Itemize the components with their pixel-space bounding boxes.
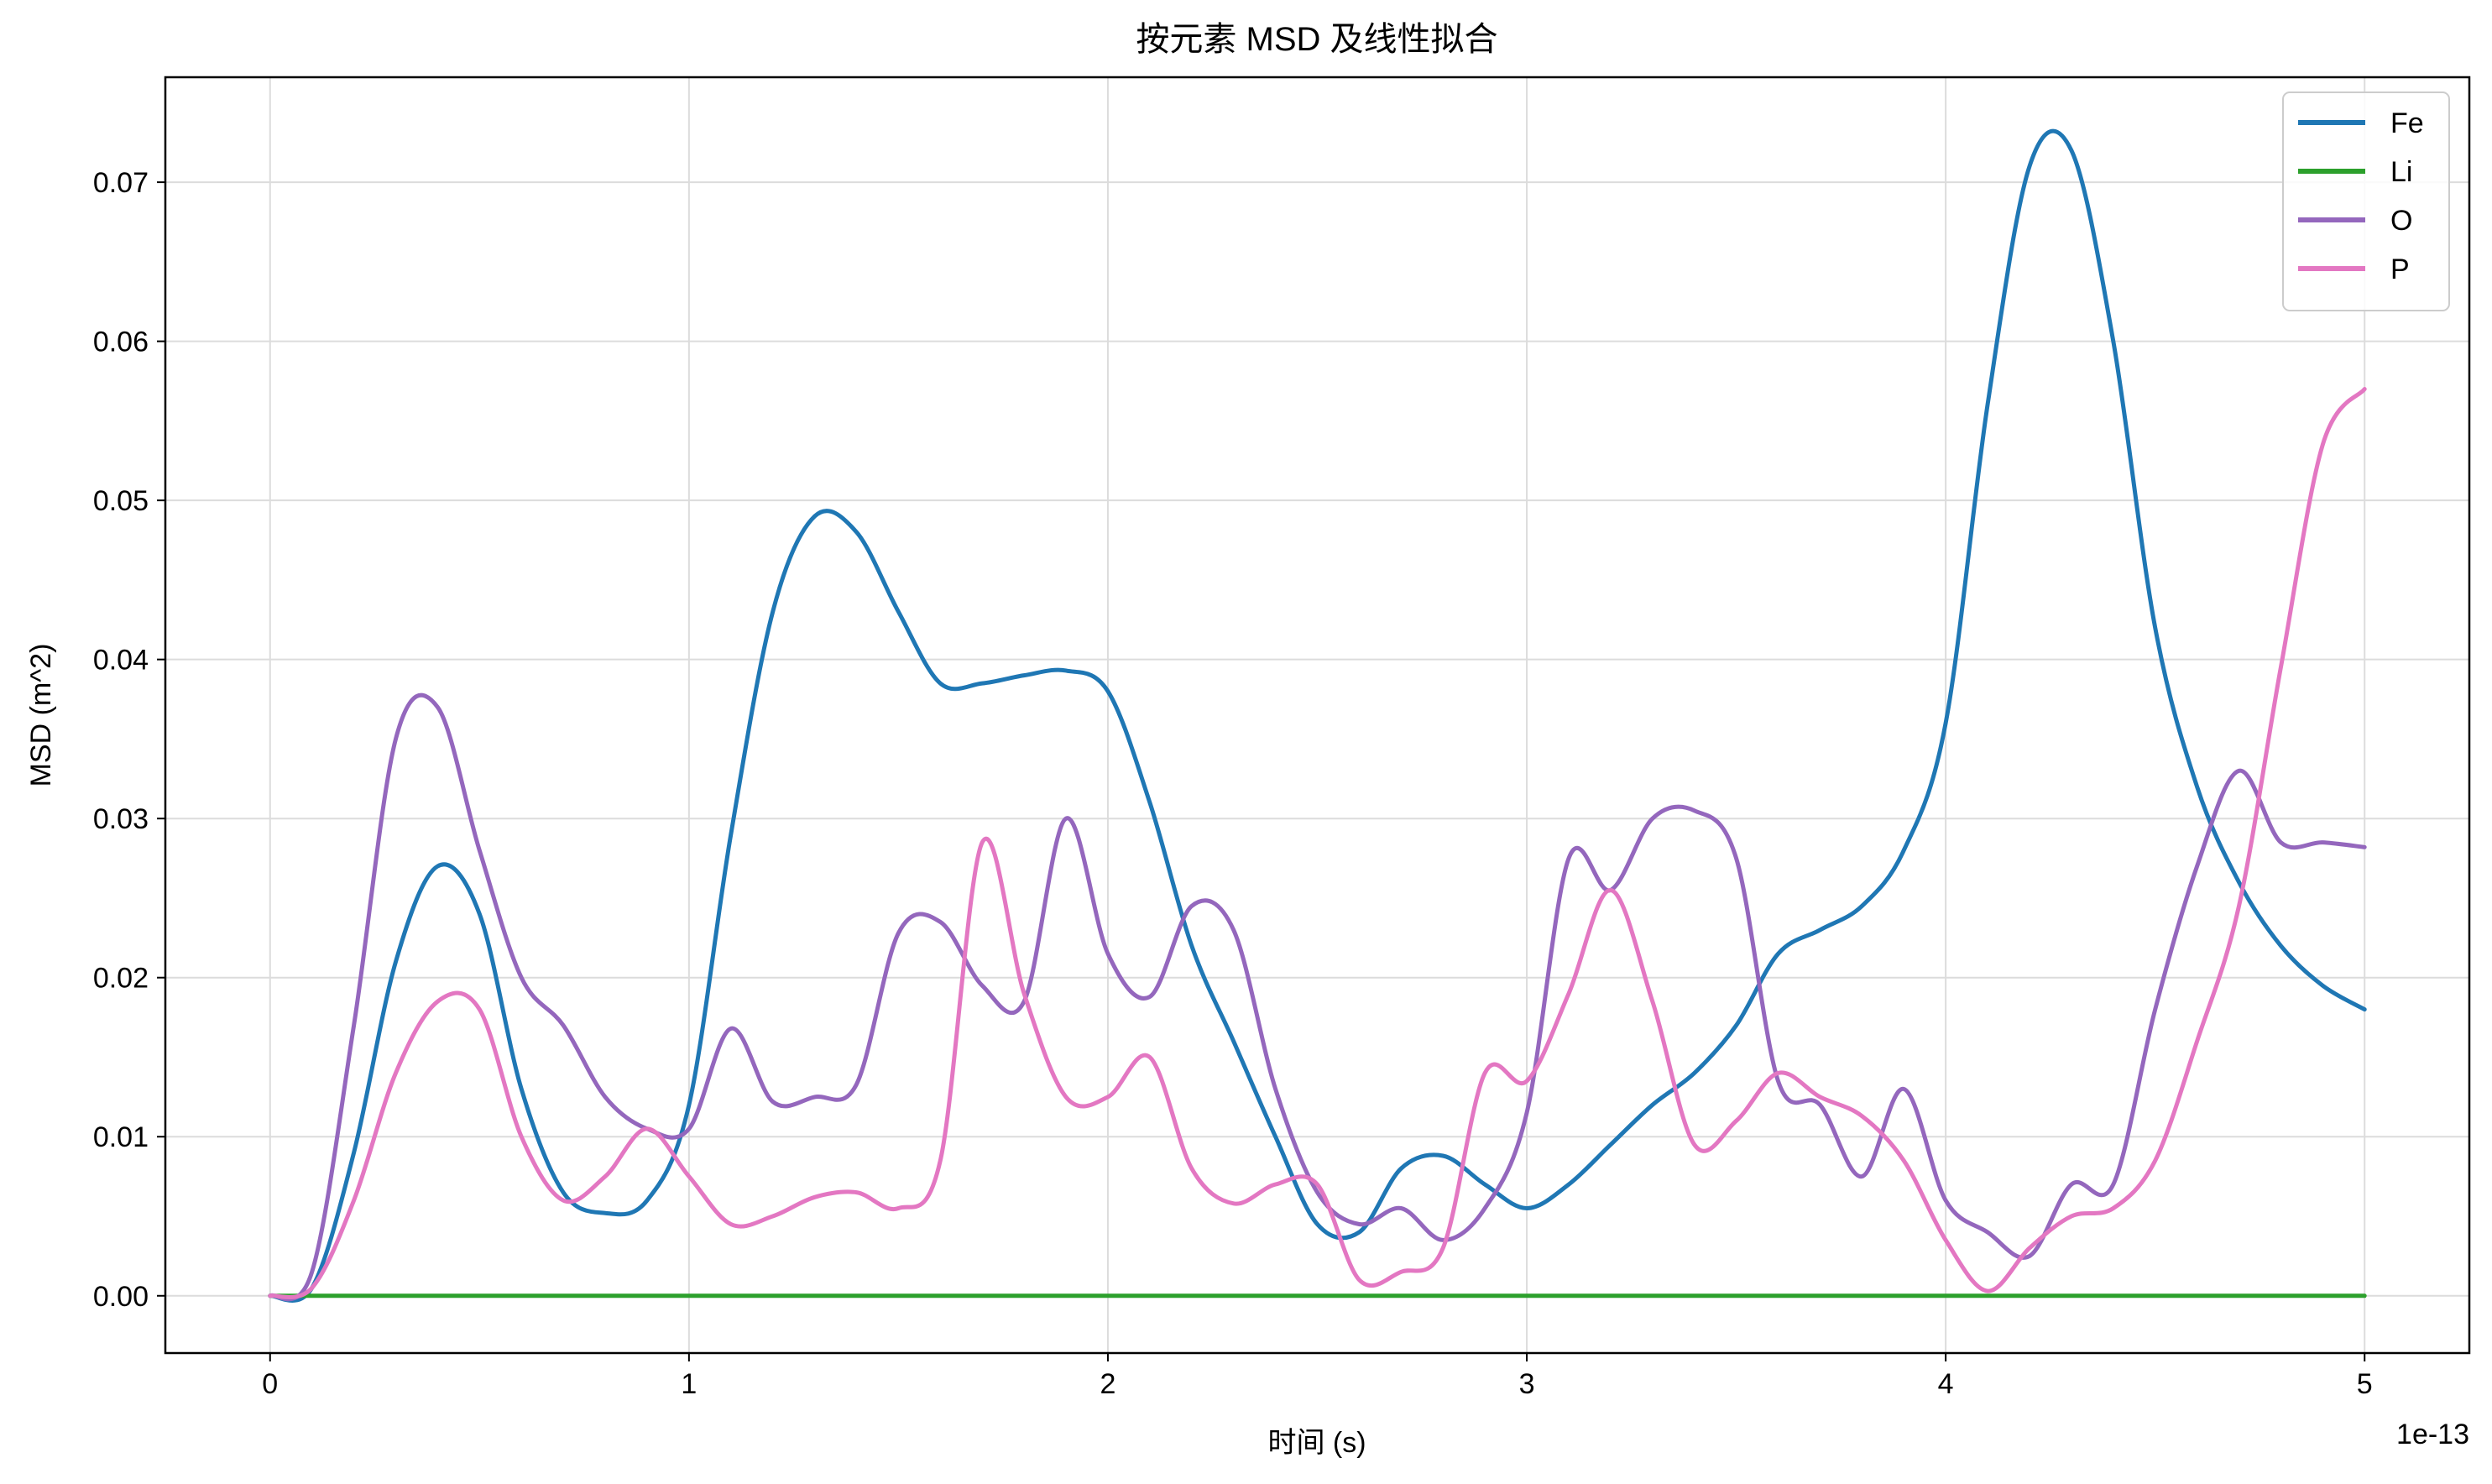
x-tick-label: 4 (1938, 1368, 1954, 1400)
legend-label-p: P (2390, 253, 2410, 285)
x-tick-label: 3 (1519, 1368, 1535, 1400)
x-offset-text: 1e-13 (2396, 1419, 2469, 1450)
series-line-p (268, 387, 2367, 1300)
y-tick-label: 0.05 (93, 485, 149, 517)
x-axis-label: 时间 (s) (1267, 1427, 1366, 1459)
x-tick-label: 5 (2357, 1368, 2373, 1400)
legend: Fe Li OP (2282, 91, 2450, 311)
plot-frame (164, 76, 2471, 1355)
legend-label-li: Li (2390, 156, 2412, 188)
legend-label-o: O (2390, 205, 2412, 237)
y-tick-label: 0.02 (93, 963, 149, 995)
x-tick-label: 2 (1100, 1368, 1115, 1400)
series-line-fe (268, 128, 2367, 1303)
axis-ticks: 0 1 2 3 4 5 0.00 0.01 0.02 0.03 0.04 0.05 0.06 0.07 (93, 167, 2373, 1400)
y-tick-label: 0.03 (93, 803, 149, 835)
chart-title: 按元素 MSD 及线性拟合 (1136, 21, 1497, 58)
y-tick-label: 0.00 (93, 1281, 149, 1313)
x-tick-label: 1 (681, 1368, 697, 1400)
legend-box (2282, 91, 2450, 311)
y-tick-label: 0.01 (93, 1121, 149, 1153)
y-axis-label: MSD (m^2) (25, 644, 57, 787)
y-tick-label: 0.04 (93, 645, 149, 677)
y-tick-label: 0.07 (93, 167, 149, 199)
series-lines (268, 128, 2367, 1303)
legend-label-fe: Fe (2390, 107, 2424, 139)
y-tick-label: 0.06 (93, 327, 149, 358)
series-line-o (268, 692, 2367, 1302)
x-tick-label: 0 (262, 1368, 278, 1400)
